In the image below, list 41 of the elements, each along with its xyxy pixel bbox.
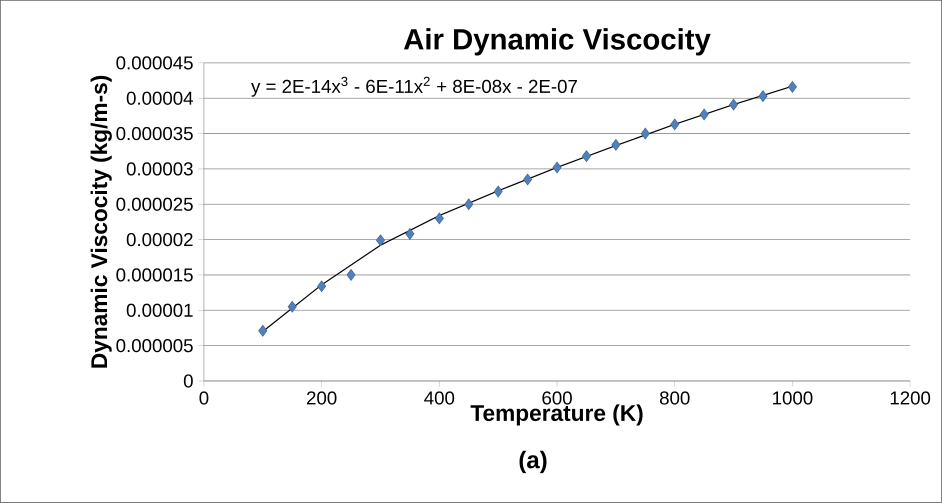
point bbox=[523, 174, 532, 186]
text: (a) bbox=[520, 450, 546, 474]
point bbox=[376, 234, 385, 246]
point bbox=[288, 300, 297, 313]
point bbox=[258, 324, 268, 337]
y-tick-label: 0.00001 bbox=[126, 304, 193, 317]
point bbox=[729, 98, 738, 111]
point bbox=[552, 162, 562, 174]
x-tick-label: 0 bbox=[199, 391, 208, 405]
point bbox=[317, 280, 326, 292]
x-tick-label: 400 bbox=[424, 391, 454, 405]
x-tick-label: 1000 bbox=[773, 391, 812, 405]
y-tick-label: 0 bbox=[184, 374, 193, 388]
y-tick-label: 0.000005 bbox=[116, 339, 193, 352]
y-tick-label: 0.00002 bbox=[126, 233, 193, 246]
y-tick-label: 0.000035 bbox=[116, 127, 193, 140]
y-tick-label: 0.000015 bbox=[116, 268, 193, 282]
point bbox=[611, 139, 620, 151]
y-tick-label: 0.00003 bbox=[126, 162, 193, 176]
point bbox=[700, 108, 709, 120]
point bbox=[494, 186, 503, 198]
x-tick-label: 200 bbox=[307, 391, 336, 405]
point bbox=[405, 228, 414, 240]
x-tick-label: 800 bbox=[660, 391, 690, 405]
y-axis-title: Dynamic Viscocity (kg/m-s) bbox=[90, 76, 112, 368]
x-tick-label: 1200 bbox=[890, 391, 930, 405]
x-axis-title: Temperature (K) bbox=[470, 404, 643, 426]
x-tick-label: 600 bbox=[542, 391, 572, 405]
point bbox=[346, 269, 356, 281]
point bbox=[640, 128, 650, 140]
point bbox=[670, 118, 680, 130]
y-tick-label: 0.00004 bbox=[126, 92, 193, 105]
point bbox=[464, 198, 474, 210]
annotation: y = 2E-14x$^{3}$ - 6E-11x$^{2}$ + 8E-08x - 2E-07 bbox=[251, 76, 577, 97]
y-tick-label: 0.000025 bbox=[116, 198, 193, 211]
point bbox=[788, 81, 797, 93]
y-tick-label: 0.000045 bbox=[116, 56, 193, 70]
chart-title: Air Dynamic Viscocity bbox=[404, 28, 711, 56]
point bbox=[758, 90, 768, 102]
point bbox=[434, 212, 444, 224]
point bbox=[582, 150, 591, 162]
